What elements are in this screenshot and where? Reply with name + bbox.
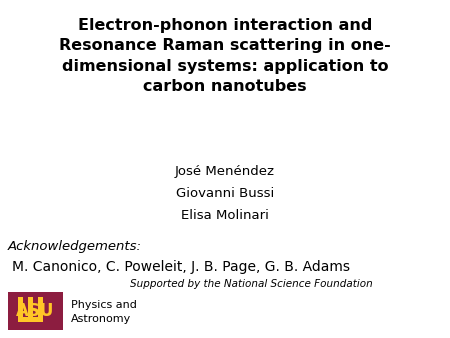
Text: Physics and
Astronomy: Physics and Astronomy: [71, 300, 137, 324]
Text: Elisa Molinari: Elisa Molinari: [181, 209, 269, 222]
Text: Acknowledgements:: Acknowledgements:: [8, 240, 142, 253]
Text: José Menéndez: José Menéndez: [175, 165, 275, 178]
FancyBboxPatch shape: [38, 297, 43, 317]
FancyBboxPatch shape: [28, 297, 33, 317]
Text: Electron-phonon interaction and
Resonance Raman scattering in one-
dimensional s: Electron-phonon interaction and Resonanc…: [59, 18, 391, 94]
Text: Supported by the National Science Foundation: Supported by the National Science Founda…: [130, 279, 373, 289]
Text: ASU: ASU: [16, 302, 55, 320]
FancyBboxPatch shape: [18, 297, 23, 317]
FancyBboxPatch shape: [18, 317, 43, 322]
Text: Giovanni Bussi: Giovanni Bussi: [176, 187, 274, 200]
FancyBboxPatch shape: [8, 292, 63, 330]
Text: M. Canonico, C. Poweleit, J. B. Page, G. B. Adams: M. Canonico, C. Poweleit, J. B. Page, G.…: [12, 260, 350, 274]
